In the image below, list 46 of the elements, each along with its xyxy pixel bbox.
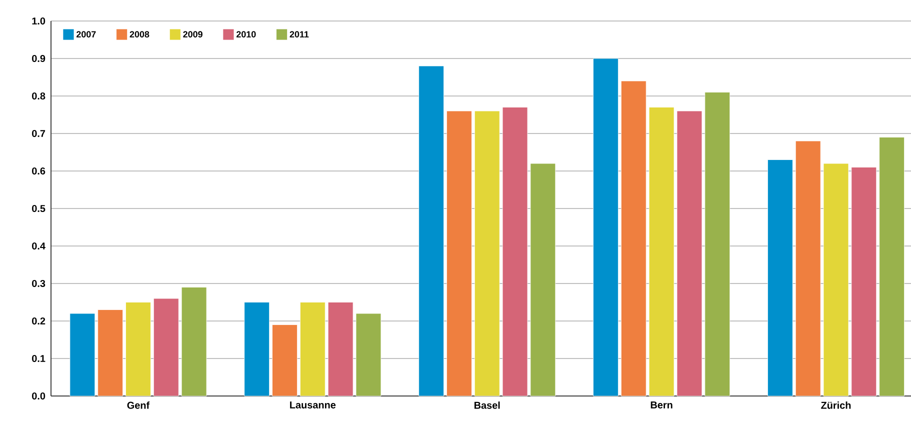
legend-label: 2011: [290, 31, 309, 38]
bar: [823, 163, 849, 396]
bar: [244, 302, 270, 396]
bar: [593, 58, 618, 396]
bar: [851, 167, 877, 396]
y-tick-label: 1.0: [32, 17, 46, 25]
bar: [181, 287, 207, 396]
x-tick-label: Lausanne: [290, 402, 336, 408]
x-tick-label: Bern: [650, 402, 672, 408]
y-tick-label: 0.9: [32, 54, 46, 62]
bar: [648, 107, 674, 396]
bar: [272, 324, 298, 396]
y-tick-label: 0.4: [32, 242, 46, 250]
bar: [768, 160, 793, 396]
x-tick-label: Basel: [474, 402, 500, 409]
y-tick-label: 0.6: [32, 167, 46, 175]
bar: [153, 298, 179, 396]
y-tick-label: 0.8: [32, 92, 46, 100]
bar: [70, 313, 96, 396]
bar: [356, 313, 382, 396]
x-tick-label: Zürich: [821, 402, 851, 409]
y-tick-label: 0.0: [32, 392, 46, 400]
x-tick-label: Genf: [127, 402, 150, 409]
legend-label: 2009: [183, 31, 202, 38]
y-tick-label: 0.3: [32, 280, 46, 288]
bar: [474, 110, 500, 396]
legend-label: 2010: [236, 31, 256, 38]
bar: [328, 302, 354, 396]
bar: [126, 302, 151, 396]
legend-label: 2007: [76, 31, 96, 38]
bar: [418, 66, 444, 396]
y-tick-label: 0.2: [32, 317, 46, 325]
bar: [502, 107, 528, 396]
bar: [530, 163, 556, 396]
y-tick-label: 0.5: [32, 204, 46, 212]
y-tick-label: 0.1: [32, 354, 46, 362]
bar: [795, 140, 821, 396]
bar: [446, 110, 472, 396]
bar: [98, 310, 123, 396]
legend-label: 2008: [130, 31, 150, 38]
bar: [300, 302, 326, 396]
bar: [620, 80, 646, 396]
bar: [704, 92, 730, 396]
bar: [879, 137, 904, 396]
y-tick-label: 0.7: [32, 130, 46, 138]
bar: [676, 110, 702, 396]
